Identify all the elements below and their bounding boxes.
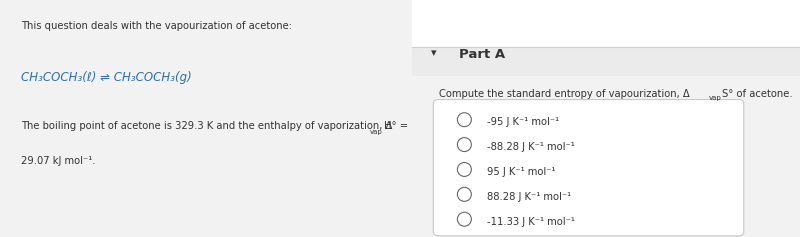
FancyBboxPatch shape xyxy=(434,100,744,236)
Text: This question deals with the vapourization of acetone:: This question deals with the vapourizati… xyxy=(21,21,292,31)
Text: vap: vap xyxy=(370,129,382,135)
Text: 88.28 J K⁻¹ mol⁻¹: 88.28 J K⁻¹ mol⁻¹ xyxy=(487,192,571,202)
Bar xyxy=(412,0,800,47)
Text: The boiling point of acetone is 329.3 K and the enthalpy of vaporization, Δ: The boiling point of acetone is 329.3 K … xyxy=(21,121,392,131)
Text: Part A: Part A xyxy=(458,48,505,61)
Text: CH₃COCH₃(ℓ) ⇌ CH₃COCH₃(g): CH₃COCH₃(ℓ) ⇌ CH₃COCH₃(g) xyxy=(21,71,191,84)
Text: 29.07 kJ mol⁻¹.: 29.07 kJ mol⁻¹. xyxy=(21,156,95,166)
Text: 95 J K⁻¹ mol⁻¹: 95 J K⁻¹ mol⁻¹ xyxy=(487,167,555,177)
Text: -11.33 J K⁻¹ mol⁻¹: -11.33 J K⁻¹ mol⁻¹ xyxy=(487,217,574,227)
Text: -95 J K⁻¹ mol⁻¹: -95 J K⁻¹ mol⁻¹ xyxy=(487,117,559,127)
Text: Compute the standard entropy of vapourization, Δ: Compute the standard entropy of vapouriz… xyxy=(439,89,690,99)
Text: vap: vap xyxy=(709,95,722,101)
Bar xyxy=(412,47,800,76)
Text: ▾: ▾ xyxy=(431,49,437,59)
Text: H° =: H° = xyxy=(384,121,408,131)
Text: S° of acetone.: S° of acetone. xyxy=(722,89,793,99)
Text: -88.28 J K⁻¹ mol⁻¹: -88.28 J K⁻¹ mol⁻¹ xyxy=(487,142,574,152)
